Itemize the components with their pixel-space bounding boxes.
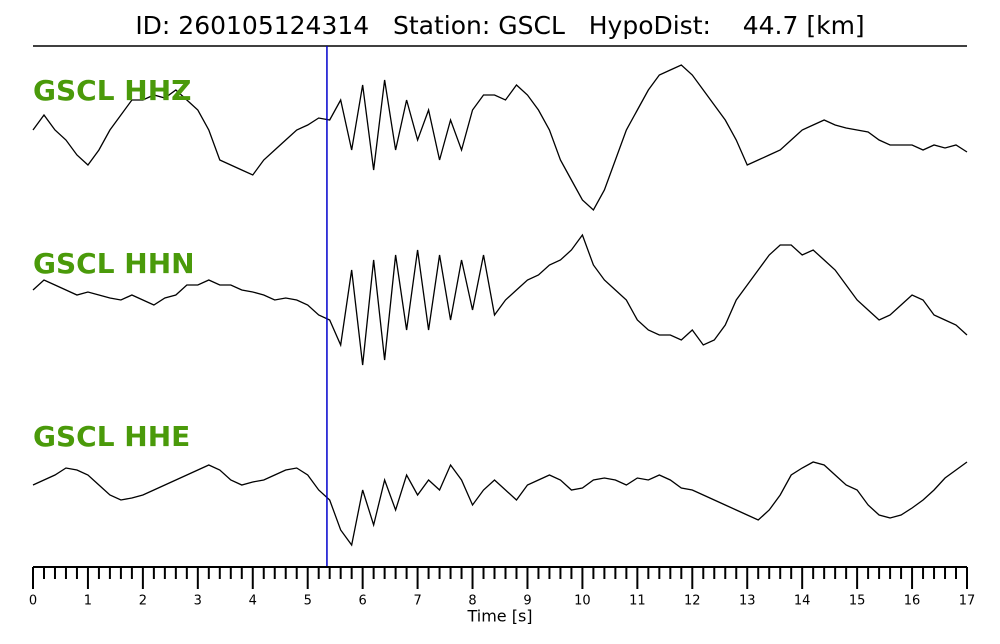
x-tick-label: 5 <box>304 594 312 609</box>
x-tick-label: 2 <box>139 594 147 609</box>
trace-label: GSCL HHN <box>33 247 195 280</box>
chart-title: ID: 260105124314 Station: GSCL HypoDist:… <box>135 11 864 40</box>
trace <box>32 461 968 547</box>
x-tick-label: 16 <box>904 594 921 609</box>
x-tick-label: 11 <box>629 594 646 609</box>
x-tick-label: 12 <box>684 594 701 609</box>
x-tick-label: 0 <box>29 594 37 609</box>
x-tick-label: 8 <box>468 594 476 609</box>
x-tick-label: 13 <box>739 594 756 609</box>
x-tick-label: 17 <box>959 594 976 609</box>
x-tick-label: 15 <box>849 594 866 609</box>
x-tick-label: 9 <box>523 594 531 609</box>
x-tick-label: 10 <box>574 594 591 609</box>
x-tick-label: 7 <box>413 594 421 609</box>
x-tick-label: 6 <box>359 594 367 609</box>
trace-label: GSCL HHE <box>33 420 190 453</box>
x-tick-label: 3 <box>194 594 202 609</box>
x-tick-label: 4 <box>249 594 257 609</box>
x-axis-label: Time [s] <box>466 607 532 626</box>
trace-label: GSCL HHZ <box>33 74 191 107</box>
trace <box>32 64 968 212</box>
x-tick-label: 1 <box>84 594 92 609</box>
x-tick-label: 14 <box>794 594 811 609</box>
trace <box>32 233 968 366</box>
